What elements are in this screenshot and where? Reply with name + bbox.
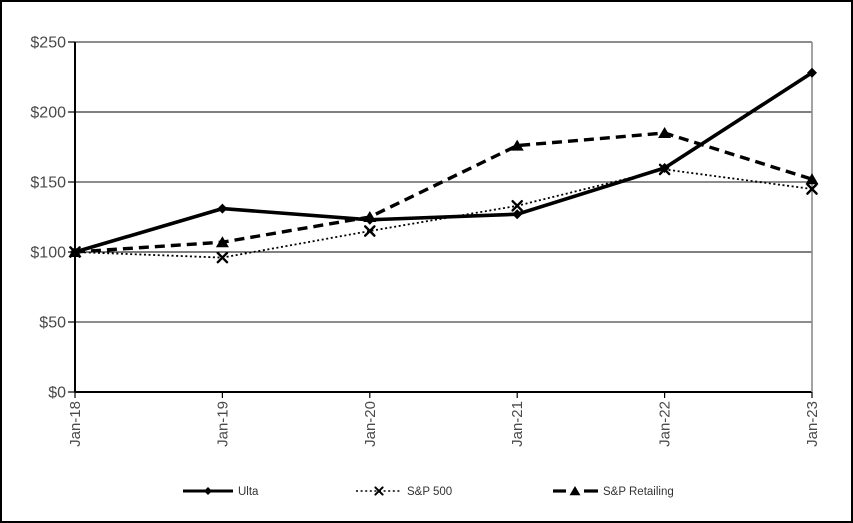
marker-x-s-p-500-jan-19 [216, 251, 229, 264]
legend-item-s-p-retailing: S&P Retailing [553, 486, 674, 498]
y-axis-label-250: $250 [30, 35, 66, 52]
x-axis-label-jan-23: Jan-23 [804, 401, 821, 447]
series-line-ulta [74, 71, 813, 254]
series-line-s-p-retailing [74, 131, 813, 254]
legend-marker-x-s-p-500-stroke-2 [374, 486, 384, 496]
x-axis-label-jan-20: Jan-20 [362, 401, 379, 447]
marker-triangle-s-p-retailing-jan-23 [805, 173, 819, 185]
legend-item-ulta: Ulta [183, 486, 259, 498]
marker-x-s-p-500-jan-21 [511, 199, 523, 212]
legend-label-ulta: Ulta [238, 486, 259, 498]
legend-item-s-p-500: S&P 500 [356, 486, 452, 498]
legend-label-s-p-500: S&P 500 [407, 486, 452, 498]
y-axis-label-200: $200 [30, 105, 66, 122]
legend-marker-diamond-ulta [204, 487, 212, 495]
x-axis-label-jan-19: Jan-19 [214, 401, 231, 447]
y-axis-label-50: $50 [39, 315, 66, 332]
legend-label-s-p-retailing: S&P Retailing [603, 486, 674, 498]
legend-marker-x-s-p-500 [374, 486, 384, 496]
legend-marker-triangle-s-p-retailing [569, 485, 581, 496]
marker-x-s-p-500-jan-20 [364, 225, 376, 237]
y-axis-label-150: $150 [30, 175, 66, 192]
y-axis-label-0: $0 [48, 385, 66, 402]
marker-triangle-s-p-retailing-jan-20 [363, 211, 377, 222]
marker-x-s-p-500-jan-20-stroke-2 [364, 225, 376, 237]
marker-x-s-p-500-jan-22-stroke-2 [658, 163, 671, 176]
marker-x-s-p-500-jan-21-stroke-2 [511, 199, 523, 212]
marker-diamond-ulta-jan-21 [512, 209, 523, 220]
x-axis-label-jan-18: Jan-18 [67, 401, 84, 447]
marker-x-s-p-500-jan-22 [658, 163, 671, 176]
x-axis-label-jan-22: Jan-22 [657, 401, 674, 447]
x-axis-label-jan-21: Jan-21 [509, 401, 526, 447]
marker-diamond-ulta-jan-19 [217, 203, 228, 214]
marker-x-s-p-500-jan-23-stroke-2 [806, 183, 818, 195]
marker-x-s-p-500-jan-19-stroke-2 [216, 251, 229, 264]
marker-triangle-s-p-retailing-jan-19 [215, 236, 229, 248]
marker-x-s-p-500-jan-18-stroke-2 [69, 246, 81, 258]
marker-diamond-ulta-jan-23 [807, 67, 817, 78]
marker-triangle-s-p-retailing-jan-22 [658, 127, 672, 138]
marker-x-s-p-500-jan-18 [69, 246, 81, 258]
marker-x-s-p-500-jan-23 [806, 183, 818, 195]
y-axis-label-100: $100 [30, 245, 66, 262]
marker-triangle-s-p-retailing-jan-21 [510, 139, 524, 151]
